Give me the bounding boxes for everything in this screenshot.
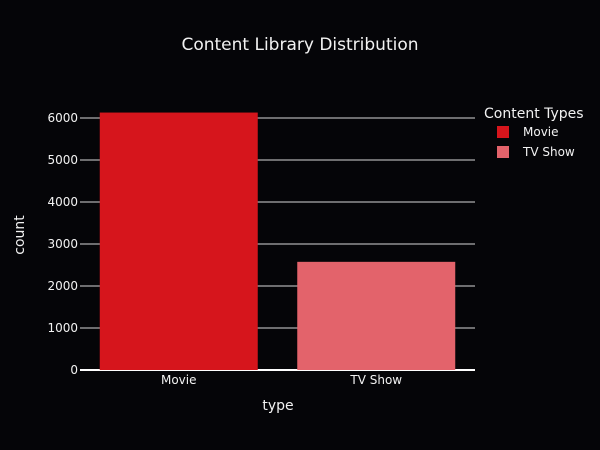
y-tick-label: 4000 bbox=[47, 195, 78, 209]
legend-label: Movie bbox=[523, 125, 559, 139]
legend-swatch bbox=[497, 146, 509, 158]
y-tick-label: 2000 bbox=[47, 279, 78, 293]
x-tick-label: TV Show bbox=[349, 373, 402, 387]
y-tick-labels: 0 1000 2000 3000 4000 5000 6000 bbox=[47, 111, 78, 377]
legend-label: TV Show bbox=[522, 145, 575, 159]
x-axis-title: type bbox=[262, 398, 293, 414]
legend-item-movie[interactable]: Movie bbox=[497, 125, 559, 139]
chart-title: Content Library Distribution bbox=[181, 35, 418, 55]
y-axis-title: count bbox=[12, 215, 28, 255]
y-tick-label: 1000 bbox=[47, 321, 78, 335]
legend-item-tv-show[interactable]: TV Show bbox=[497, 145, 575, 159]
y-tick-label: 6000 bbox=[47, 111, 78, 125]
bar-movie[interactable] bbox=[99, 112, 258, 370]
x-tick-label: Movie bbox=[161, 373, 197, 387]
legend-swatch bbox=[497, 126, 509, 138]
legend[interactable]: Content Types Movie TV Show bbox=[484, 106, 584, 159]
y-tick-label: 5000 bbox=[47, 153, 78, 167]
x-tick-labels: Movie TV Show bbox=[161, 373, 402, 387]
bar-tv-show[interactable] bbox=[297, 261, 456, 370]
y-tick-label: 3000 bbox=[47, 237, 78, 251]
y-tick-label: 0 bbox=[70, 363, 78, 377]
legend-title: Content Types bbox=[484, 106, 584, 122]
bars bbox=[99, 112, 456, 370]
legend-items[interactable]: Movie TV Show bbox=[497, 125, 575, 159]
